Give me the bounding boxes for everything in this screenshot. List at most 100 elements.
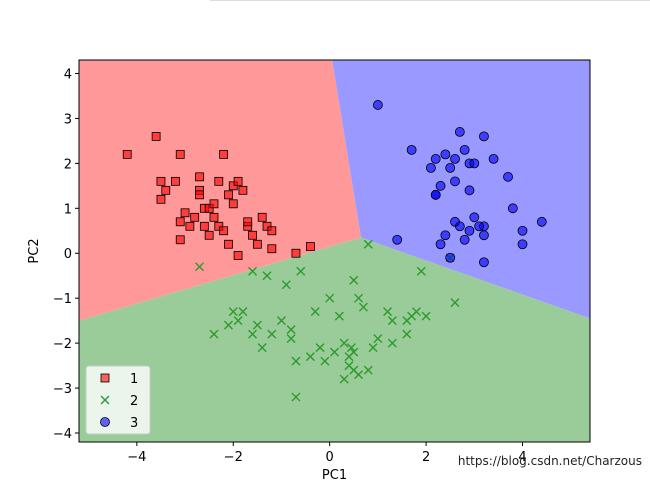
class-2-point xyxy=(416,266,426,276)
class-3-point xyxy=(474,221,485,232)
class-2-point xyxy=(346,343,356,353)
x-mark-stroke xyxy=(291,356,301,366)
plot-frame xyxy=(78,59,591,443)
y-tick-label: 0 xyxy=(64,247,72,262)
x-mark-stroke xyxy=(276,316,286,326)
class-1-point xyxy=(151,131,161,141)
y-tick-label: 4 xyxy=(64,67,72,82)
x-mark-stroke xyxy=(334,311,344,321)
class-3-point xyxy=(450,176,460,187)
class-2-point xyxy=(325,293,335,303)
x-tick-label: −2 xyxy=(224,450,243,465)
class-2-point xyxy=(354,293,364,303)
x-mark-stroke xyxy=(416,266,426,276)
class-3-point xyxy=(440,230,451,241)
class-2-point xyxy=(349,347,359,357)
class-2-point xyxy=(262,271,272,281)
class-3-point xyxy=(507,203,518,214)
class-1-point xyxy=(175,217,185,227)
class-2-point xyxy=(387,316,397,326)
class-3-point xyxy=(430,189,441,200)
class-2-point xyxy=(248,266,258,276)
x-tick-label: 2 xyxy=(422,450,430,465)
class-1-point xyxy=(267,226,277,236)
class-1-point xyxy=(219,226,229,236)
class-1-point xyxy=(233,176,243,186)
class-1-point xyxy=(175,149,185,159)
class-2-point xyxy=(315,343,325,353)
class-3-point xyxy=(517,239,528,250)
x-mark-stroke xyxy=(368,343,378,353)
class-1-point xyxy=(248,230,257,240)
x-mark-stroke xyxy=(209,329,219,339)
y-tick-label: −4 xyxy=(53,427,72,442)
x-mark-stroke xyxy=(358,302,368,312)
class-3-point xyxy=(469,158,480,169)
class-2-point xyxy=(320,356,330,366)
class-2-point xyxy=(233,316,243,326)
x-mark-stroke xyxy=(344,361,354,371)
class-2-point xyxy=(339,374,349,384)
top-divider-line xyxy=(210,0,650,1)
x-mark-stroke xyxy=(363,239,373,249)
class-1-point xyxy=(209,199,219,209)
class-1-point xyxy=(195,172,204,182)
class-2-point xyxy=(223,320,233,330)
class-3-point xyxy=(435,239,446,250)
class-1-point xyxy=(228,181,238,191)
class-1-point xyxy=(204,203,214,213)
class-2-point xyxy=(252,320,262,330)
class-3-point xyxy=(445,162,456,173)
class-3-point xyxy=(454,127,465,137)
class-2-point xyxy=(402,329,412,339)
x-mark-stroke xyxy=(228,307,238,317)
legend-label-3: 3 xyxy=(130,416,138,431)
x-mark-stroke xyxy=(100,395,110,405)
class-3-point xyxy=(464,225,475,236)
class-3-point xyxy=(479,131,489,142)
class-1-point xyxy=(233,251,243,260)
decision-region-1 xyxy=(79,60,361,321)
class-3-point xyxy=(450,153,460,164)
x-mark-stroke xyxy=(349,365,359,375)
class-1-point xyxy=(224,239,233,249)
y-tick-label: 2 xyxy=(64,157,72,172)
class-1-point xyxy=(171,176,180,186)
x-mark-stroke xyxy=(354,370,364,380)
y-tick-label: −3 xyxy=(53,382,72,397)
class-1-point xyxy=(257,212,267,222)
x-mark-stroke xyxy=(387,338,397,348)
x-mark-stroke xyxy=(238,307,248,317)
class-1-point xyxy=(224,190,233,200)
x-mark-stroke xyxy=(281,280,291,290)
class-2-point xyxy=(286,325,296,335)
class-2-point xyxy=(195,262,205,272)
class-2-point xyxy=(248,329,258,339)
class-1-point xyxy=(214,176,224,186)
class-2-point xyxy=(339,338,349,348)
x-mark-stroke xyxy=(450,298,460,308)
class-2-point xyxy=(363,239,373,249)
class-3-point xyxy=(459,234,470,245)
watermark-text: https://blog.csdn.net/Charzous xyxy=(457,454,642,468)
class-1-point xyxy=(190,212,200,222)
x-mark-stroke xyxy=(363,365,373,375)
x-mark-stroke xyxy=(387,316,397,326)
x-tick-label: 4 xyxy=(518,450,526,465)
legend-marker-3 xyxy=(100,417,110,427)
x-axis-ticks: −4 −2 0 2 4 xyxy=(127,442,527,465)
class-1-point xyxy=(199,221,209,231)
class-1-point xyxy=(252,239,262,249)
class-2-point xyxy=(363,365,373,375)
class-3-point xyxy=(517,225,528,236)
class-1-point xyxy=(204,230,214,240)
y-tick-label: −2 xyxy=(53,337,72,352)
class-2-point xyxy=(228,307,238,317)
class-2-point xyxy=(310,307,320,317)
x-mark-stroke xyxy=(349,275,359,285)
x-mark-stroke xyxy=(248,329,258,339)
x-mark-stroke xyxy=(310,307,320,317)
class-2-point xyxy=(238,307,248,317)
x-mark-stroke xyxy=(286,334,296,344)
